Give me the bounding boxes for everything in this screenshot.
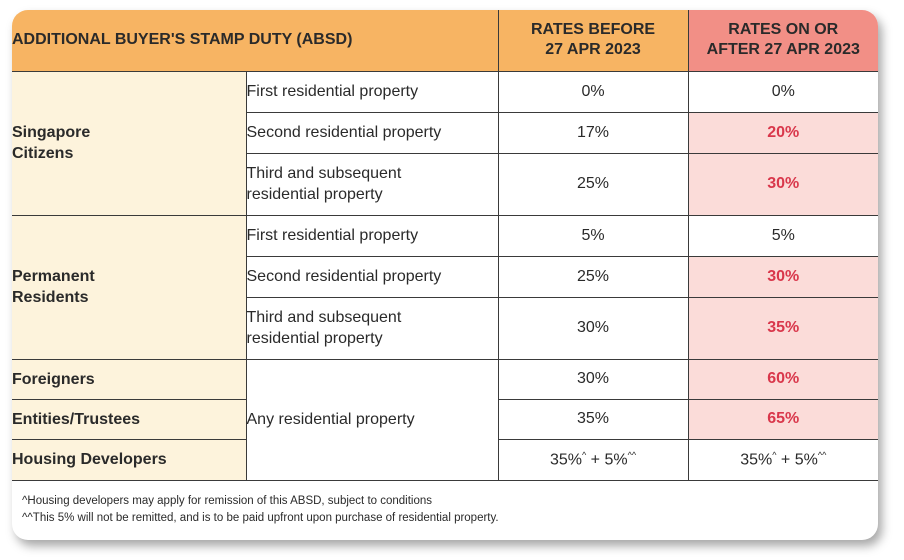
- rate-after-highlight: 30%: [687, 152, 878, 216]
- property-desc: First residential property: [245, 70, 499, 113]
- table-row: Permanent Residents First residential pr…: [12, 214, 878, 360]
- table-row: Third and subsequent residential propert…: [12, 152, 878, 216]
- property-desc: First residential property: [245, 214, 499, 257]
- footnotes: ^Housing developers may apply for remiss…: [22, 493, 862, 527]
- rate-before: 25%: [497, 255, 689, 298]
- rate-before: 17%: [497, 111, 689, 154]
- rate-before-developers: 35%^ + 5%^^: [497, 438, 689, 481]
- property-desc: Second residential property: [246, 255, 499, 298]
- rate-after: 5%: [687, 214, 878, 257]
- rate-before: 25%: [497, 152, 689, 216]
- group-entities-trustees: Entities/Trustees: [12, 398, 247, 440]
- absd-table: ADDITIONAL BUYER'S STAMP DUTY (ABSD) RAT…: [12, 10, 878, 481]
- group-permanent-residents: Permanent Residents: [12, 214, 247, 360]
- property-desc-shared: Any residential property: [245, 358, 499, 481]
- rate-before: 35%: [497, 398, 689, 440]
- absd-card: ADDITIONAL BUYER'S STAMP DUTY (ABSD) RAT…: [12, 10, 878, 540]
- property-desc: Third and subsequent residential propert…: [246, 152, 499, 216]
- table-row: Entities/Trustees 35% 65%: [12, 398, 878, 440]
- rate-before: 30%: [497, 296, 689, 360]
- table-row: Third and subsequent residential propert…: [12, 296, 878, 360]
- rate-before: 0%: [497, 70, 689, 113]
- group-housing-developers: Housing Developers: [12, 438, 247, 481]
- rates-before-header: RATES BEFORE 27 APR 2023: [497, 10, 689, 72]
- group-singapore-citizens: Singapore Citizens: [12, 70, 247, 216]
- rates-after-header: RATES ON OR AFTER 27 APR 2023: [687, 10, 878, 72]
- header-row: ADDITIONAL BUYER'S STAMP DUTY (ABSD) RAT…: [12, 10, 878, 72]
- table-row: Second residential property 17% 20%: [12, 111, 878, 154]
- table-title: ADDITIONAL BUYER'S STAMP DUTY (ABSD): [12, 10, 499, 72]
- footnote-remission: ^Housing developers may apply for remiss…: [22, 495, 433, 507]
- rate-after: 0%: [687, 70, 878, 113]
- property-desc: Second residential property: [246, 111, 499, 154]
- property-desc: Third and subsequent residential propert…: [246, 296, 499, 360]
- rate-after-highlight: 20%: [687, 111, 878, 154]
- rate-after-highlight: 30%: [687, 255, 878, 298]
- table-row: Foreigners Any residential property 30% …: [12, 358, 878, 481]
- rate-before: 5%: [497, 214, 689, 257]
- rate-before: 30%: [497, 358, 689, 400]
- table-row: Singapore Citizens First residential pro…: [12, 70, 878, 216]
- table-row: Second residential property 25% 30%: [12, 255, 878, 298]
- rate-after-highlight: 35%: [687, 296, 878, 360]
- rate-after-highlight: 60%: [687, 358, 878, 400]
- footnote-upfront: ^^This 5% will not be remitted, and is t…: [22, 512, 499, 524]
- table-row: Housing Developers 35%^ + 5%^^ 35%^ + 5%…: [12, 438, 878, 481]
- rate-after-highlight: 65%: [687, 398, 878, 440]
- group-foreigners: Foreigners: [12, 358, 247, 400]
- rate-after-developers: 35%^ + 5%^^: [687, 438, 878, 481]
